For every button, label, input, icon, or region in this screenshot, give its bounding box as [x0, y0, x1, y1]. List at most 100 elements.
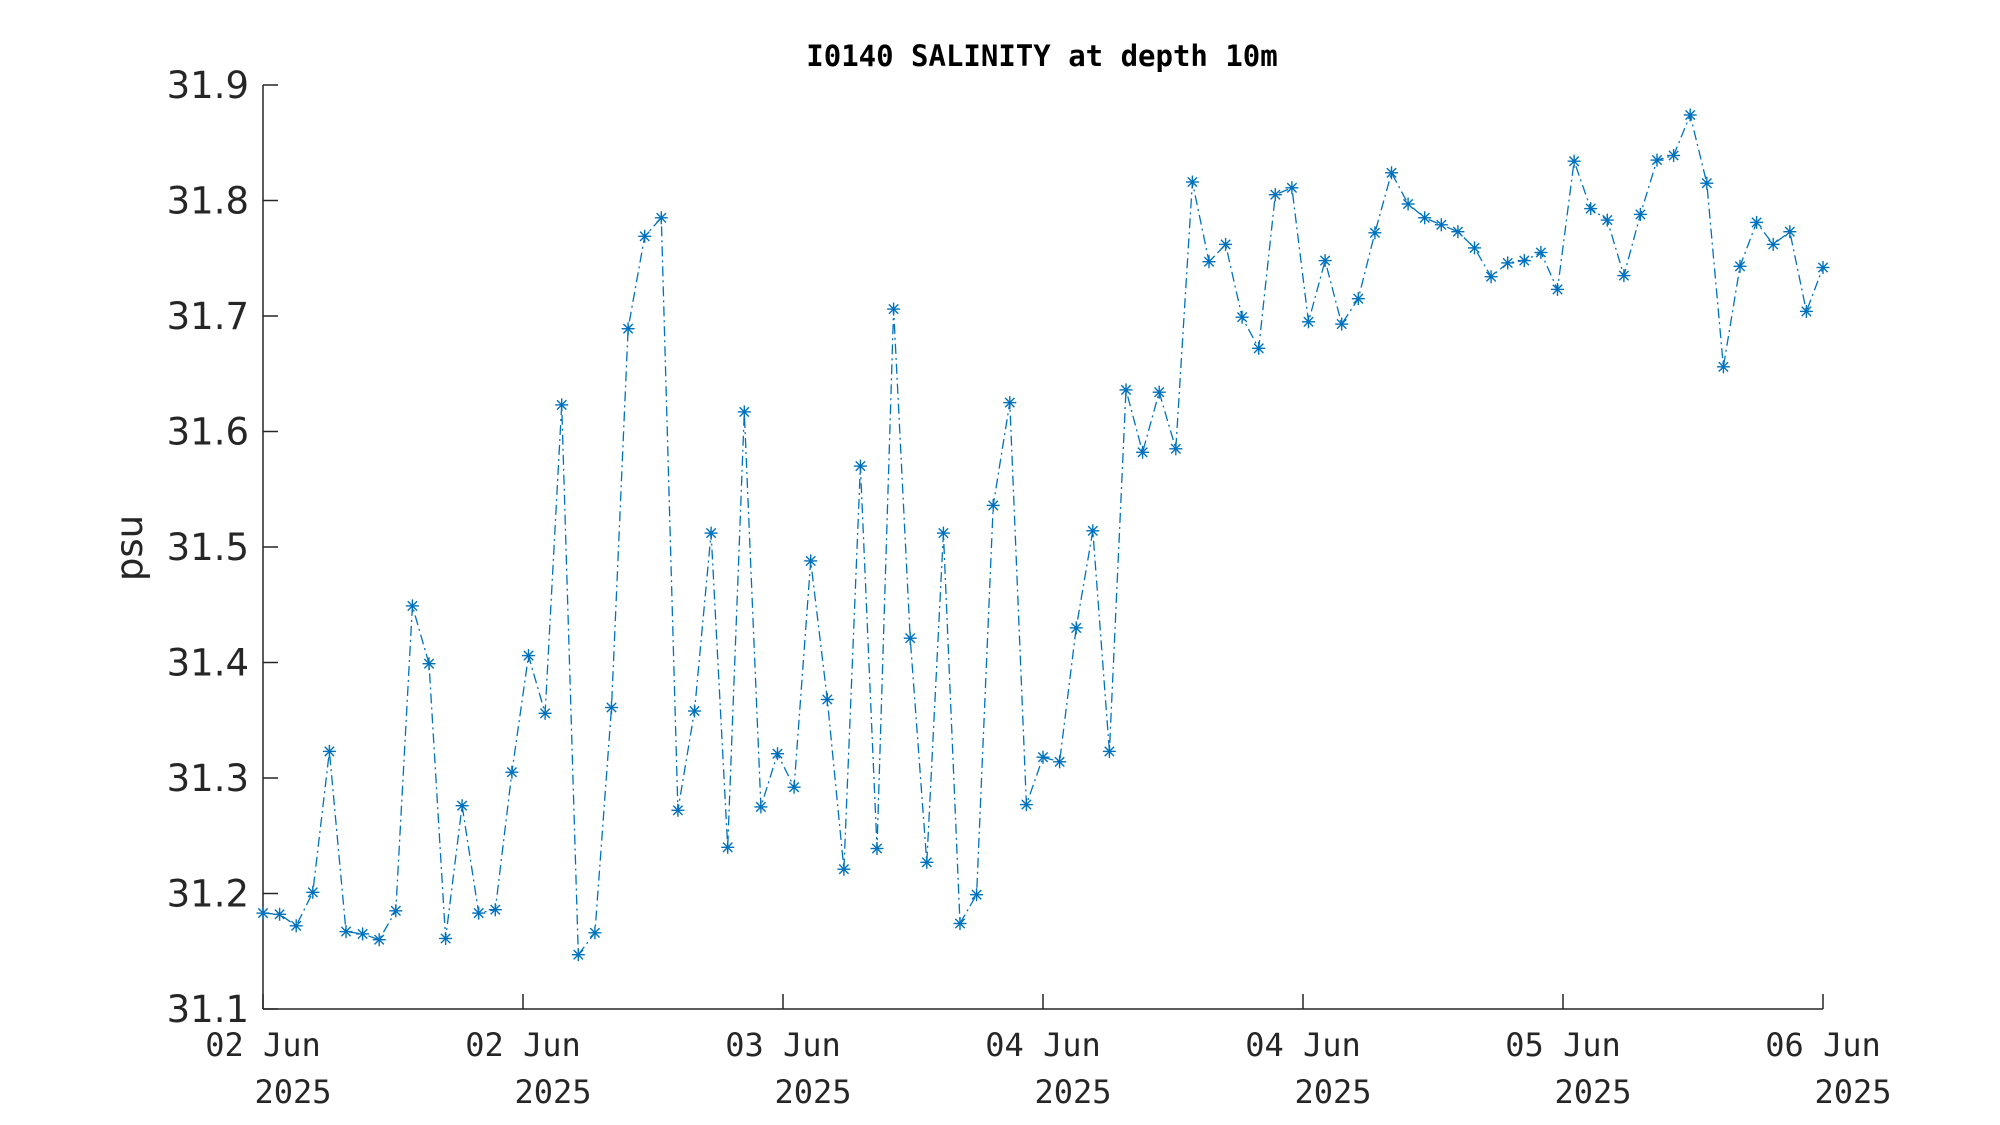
data-point-marker: [1285, 181, 1299, 195]
data-point-marker: [356, 927, 370, 941]
y-tick-label: 31.3: [167, 757, 249, 800]
data-point-marker: [538, 706, 552, 720]
series-line: [262, 112, 1824, 957]
x-tick-label-year: 2025: [254, 1073, 331, 1111]
x-tick-label-date: 03 Jun: [725, 1026, 841, 1064]
x-tick-label-year: 2025: [1554, 1073, 1631, 1111]
data-point-marker: [1750, 215, 1764, 229]
chart-title: I0140 SALINITY at depth 10m: [806, 39, 1277, 73]
data-point-marker: [1202, 255, 1216, 269]
data-point-marker: [837, 862, 851, 876]
data-point-marker: [1534, 246, 1548, 259]
data-point-marker: [671, 803, 685, 817]
y-tick-label: 31.2: [167, 873, 249, 916]
data-point-marker: [953, 917, 967, 930]
data-point-marker: [1551, 282, 1564, 296]
series-salinity: [256, 108, 1830, 962]
data-point-marker: [472, 906, 486, 920]
y-tick-label: 31.4: [167, 642, 249, 685]
data-point-marker: [787, 780, 801, 794]
data-point-marker: [1019, 798, 1033, 812]
data-point-marker: [1766, 237, 1780, 251]
data-point-marker: [1733, 259, 1747, 273]
data-point-marker: [522, 649, 535, 663]
data-point-marker: [1351, 292, 1365, 306]
data-point-marker: [455, 799, 469, 813]
x-tick-label-year: 2025: [774, 1073, 851, 1111]
x-tick-label-year: 2025: [514, 1073, 591, 1111]
data-point-marker: [804, 554, 818, 568]
data-point-marker: [1302, 315, 1315, 329]
data-point-marker: [555, 398, 569, 412]
x-tick-label-date: 02 Jun: [465, 1026, 581, 1064]
data-point-marker: [920, 855, 934, 869]
x-axis-ticks: 02 Jun 2025 02 Jun 2025 03 Jun 2025 04 Jun 2025…: [205, 994, 1892, 1111]
data-point-marker: [771, 747, 784, 761]
data-point-marker: [1584, 202, 1598, 216]
data-point-marker: [1152, 385, 1166, 399]
data-point-marker: [853, 459, 867, 473]
data-point-marker: [422, 657, 436, 671]
y-tick-label: 31.6: [167, 411, 249, 454]
data-point-marker: [1053, 755, 1067, 769]
data-point-marker: [970, 888, 984, 902]
data-point-marker: [1783, 225, 1797, 239]
data-point-marker: [704, 526, 718, 540]
data-point-marker: [389, 904, 403, 918]
data-point-marker: [405, 599, 419, 613]
x-tick-label-year: 2025: [1294, 1073, 1371, 1111]
data-point-marker: [1451, 225, 1465, 239]
data-point-marker: [1617, 269, 1631, 283]
data-point-marker: [621, 322, 635, 336]
data-point-marker: [986, 498, 1000, 512]
data-point-marker: [571, 948, 585, 962]
data-point-marker: [754, 800, 768, 814]
x-tick-label-date: 04 Jun: [1245, 1026, 1361, 1064]
data-point-marker: [1252, 341, 1266, 355]
data-point-marker: [870, 842, 884, 855]
x-tick-label-date: 02 Jun: [205, 1026, 321, 1064]
x-tick-label-year: 2025: [1034, 1073, 1111, 1111]
y-tick-label: 31.9: [167, 64, 249, 107]
data-point-marker: [1501, 256, 1515, 270]
data-point-marker: [638, 229, 652, 243]
data-point-marker: [1434, 218, 1448, 232]
y-tick-label: 31.5: [167, 526, 249, 569]
data-point-marker: [1683, 108, 1697, 122]
x-tick-label-date: 06 Jun: [1765, 1026, 1881, 1064]
data-point-marker: [1003, 396, 1017, 410]
data-point-marker: [887, 302, 901, 316]
data-point-marker: [1185, 175, 1199, 189]
data-point-marker: [505, 765, 519, 779]
data-point-marker: [1700, 176, 1714, 190]
y-axis-ticks: 31.1 31.2 31.3 31.4 31.5 31.6 31.7 31.8 31.9: [167, 64, 278, 1031]
data-point-marker: [1368, 226, 1382, 240]
data-point-marker: [1716, 360, 1730, 374]
data-point-marker: [588, 926, 602, 940]
data-point-marker: [1401, 197, 1415, 211]
data-point-marker: [1650, 153, 1664, 167]
data-point-marker: [1235, 310, 1249, 324]
data-point-marker: [721, 840, 735, 854]
data-point-marker: [322, 744, 336, 758]
x-tick-label-date: 05 Jun: [1505, 1026, 1621, 1064]
data-point-marker: [1086, 524, 1100, 538]
y-tick-label: 31.1: [167, 988, 249, 1031]
data-point-marker: [1567, 154, 1581, 168]
data-point-marker: [1600, 213, 1614, 227]
data-point-marker: [1667, 149, 1681, 162]
data-point-marker: [339, 925, 353, 939]
data-point-marker: [688, 704, 701, 718]
data-point-marker: [1119, 383, 1133, 397]
data-point-marker: [1484, 270, 1498, 284]
x-tick-label-date: 04 Jun: [985, 1026, 1101, 1064]
data-point-marker: [1036, 750, 1050, 764]
data-point-marker: [936, 526, 950, 540]
data-point-marker: [289, 919, 303, 933]
data-point-marker: [903, 631, 917, 645]
data-point-marker: [1219, 237, 1233, 251]
data-point-marker: [273, 907, 287, 921]
y-tick-label: 31.7: [167, 295, 249, 338]
data-point-marker: [1799, 304, 1813, 318]
